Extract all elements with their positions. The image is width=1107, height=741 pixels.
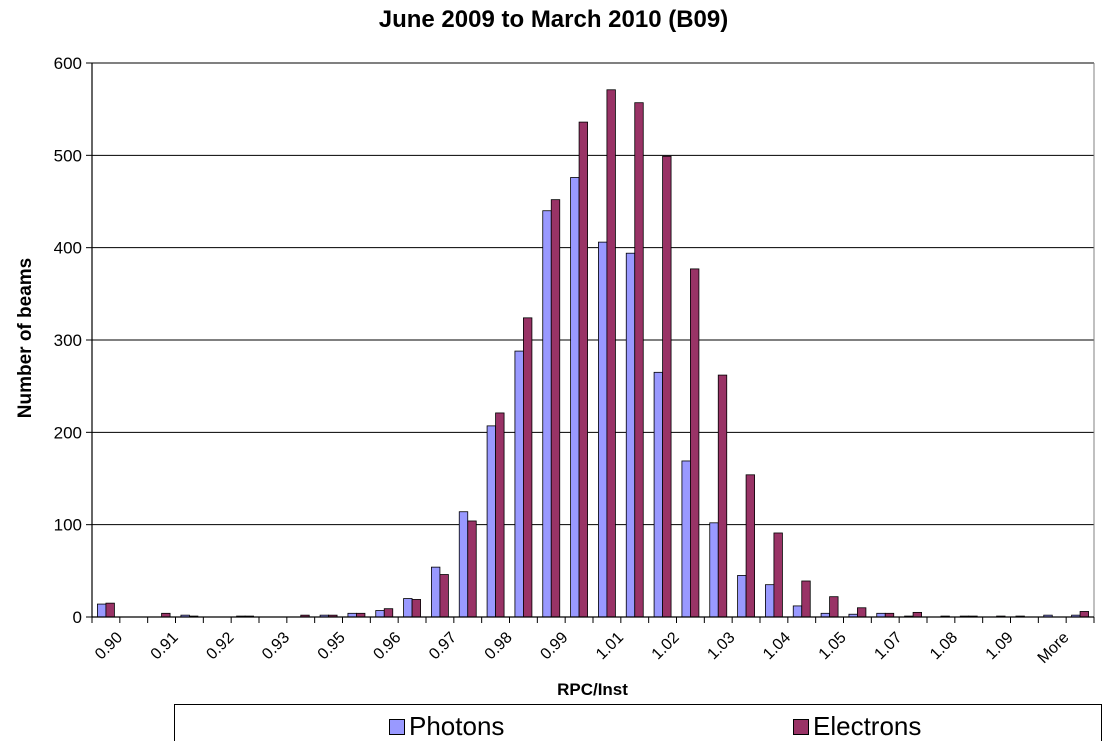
x-tick-label: 0.91 [148,629,182,663]
x-tick-label: 0.99 [537,629,571,663]
legend-swatch-photons [389,718,405,735]
bar-electrons [745,474,755,618]
x-tick-label: 1.09 [983,629,1017,663]
bar-electrons [411,599,421,618]
x-tick-label: 1.05 [816,629,850,663]
y-tick-label: 100 [54,516,82,535]
bar-electrons [383,608,394,618]
bar-photons [625,252,636,618]
bar-photons [570,177,580,618]
gridlines [92,62,1094,526]
bar-electrons [773,532,783,618]
bar-electrons [105,602,115,618]
bar-electrons [550,199,561,618]
y-axis-label: Number of beams [15,257,36,419]
bar-photons [375,610,385,618]
bar-photons [403,598,413,618]
x-tick-label: 1.08 [927,629,961,663]
bar-electrons [801,580,811,618]
x-tick-label: 0.92 [203,629,237,663]
tick-labels: 0 100 200 300 400 500 600 0.90 0.91 0.92 0.93 0.95 0… [54,54,1073,667]
bar-photons [514,350,524,618]
x-tick-label: 0.97 [426,629,460,663]
legend-item-photons: Photons [389,711,504,741]
y-tick-label: 0 [73,608,82,627]
y-tick-label: 300 [54,331,82,350]
x-tick-label: 0.96 [370,629,404,663]
bar-photons [737,575,747,618]
bar-electrons [717,374,728,618]
bar-photons [709,522,719,618]
x-tick-label: 1.01 [593,629,627,663]
bar-photons [598,241,608,618]
legend-label-electrons: Electrons [813,711,922,741]
bar-electrons [439,574,449,618]
bar-electrons [495,412,505,618]
y-tick-label: 600 [54,54,82,73]
bar-photons [458,511,469,618]
legend-swatch-electrons [793,718,809,735]
x-tick-label: 1.07 [871,629,905,663]
bar-electrons [857,607,867,618]
bar-electrons [829,596,839,618]
bar-photons [765,584,775,618]
bar-electrons [634,102,644,618]
x-tick-label: 0.95 [315,629,349,663]
bar-electrons [578,121,588,618]
bar-photons [486,425,496,618]
x-tick-label: 0.98 [482,629,516,663]
bar-photons [97,603,107,618]
bar-photons [792,605,803,618]
x-tick-label: More [1035,629,1073,667]
legend: Photons Electrons [174,704,1102,741]
bar-photons [542,210,552,618]
y-tick-label: 400 [54,239,82,258]
bar-photons [681,460,691,618]
y-tick-label: 500 [54,146,82,165]
x-tick-label: 1.02 [649,629,683,663]
legend-item-electrons: Electrons [793,711,921,741]
x-tick-label: 1.03 [704,629,738,663]
bars [97,89,1089,618]
y-tick-label: 200 [54,423,82,442]
bar-electrons [662,155,672,618]
bar-electrons [690,268,700,618]
bar-electrons [606,89,616,618]
legend-label-photons: Photons [409,711,505,741]
chart-title: June 2009 to March 2010 (B09) [378,6,729,33]
x-tick-label: 1.04 [760,629,794,663]
bar-electrons [467,520,477,618]
bar-electrons [912,611,922,618]
x-tick-label: 0.93 [259,629,293,663]
x-tick-label: 0.90 [92,629,126,663]
bar-photons [431,566,441,618]
bar-electrons [1079,611,1089,618]
bar-electrons [523,317,533,618]
x-axis-label: RPC/Inst [557,680,628,699]
axes [86,62,1095,623]
bar-photons [653,371,663,618]
